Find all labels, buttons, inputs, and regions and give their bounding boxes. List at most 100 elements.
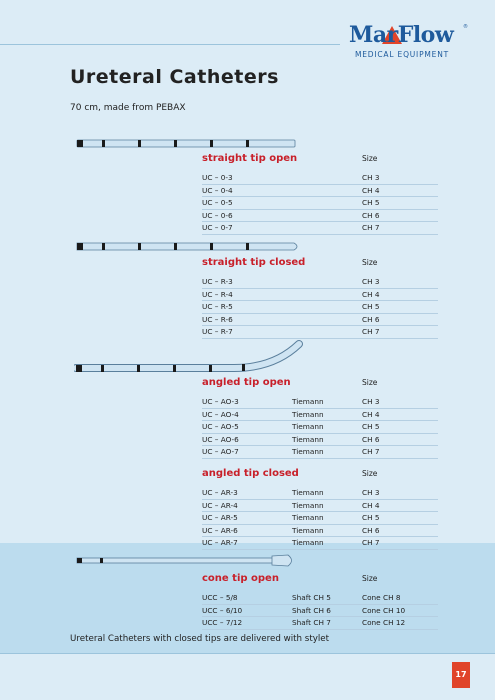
section-title: straight tip closed xyxy=(202,257,306,268)
cone-size: Cone CH 12 xyxy=(362,618,406,627)
product-code: UC – AR-7 xyxy=(202,538,238,547)
table-row: UC – R-7 CH 7 xyxy=(202,326,438,339)
product-code: UC – AO-6 xyxy=(202,434,239,444)
product-code: UC – AR-4 xyxy=(202,500,238,510)
size-value: CH 3 xyxy=(362,488,380,497)
tip-type: Tiemann xyxy=(292,500,324,510)
size-value: CH 4 xyxy=(362,500,380,510)
cone-size: Cone CH 8 xyxy=(362,593,401,602)
table-row: UC – R-6 CH 6 xyxy=(202,314,438,326)
product-code: UCC – 5/8 xyxy=(202,593,238,602)
tip-type: Tiemann xyxy=(292,434,324,444)
shaft-size: Shaft CH 6 xyxy=(292,605,331,615)
size-header: Size xyxy=(362,469,378,478)
table-row: UC – 0-5 CH 5 xyxy=(202,197,438,210)
size-header: Size xyxy=(362,378,378,387)
tip-type: Tiemann xyxy=(292,422,324,431)
product-code: UC – 0-5 xyxy=(202,198,233,207)
registered-mark: ® xyxy=(463,24,468,30)
product-code: UC – 0-3 xyxy=(202,173,233,182)
page-number: 17 xyxy=(452,662,470,688)
table-row: UC – AR-7 Tiemann CH 7 xyxy=(202,537,438,550)
table-row: UC – 0-7 CH 7 xyxy=(202,222,438,235)
footer-note: Ureteral Catheters with closed tips are … xyxy=(70,634,330,644)
straight-open-catheter-image xyxy=(76,139,296,148)
size-value: CH 6 xyxy=(362,210,380,220)
table-row: UC – AR-4 Tiemann CH 4 xyxy=(202,500,438,512)
table-row: UCC – 6/10 Shaft CH 6 Cone CH 10 xyxy=(202,605,438,617)
cone-size: Cone CH 10 xyxy=(362,605,406,615)
table-row: UC – 0-4 CH 4 xyxy=(202,185,438,197)
size-value: CH 7 xyxy=(362,223,380,232)
section-title: straight tip open xyxy=(202,153,298,164)
table-row: UC – AO-5 Tiemann CH 5 xyxy=(202,421,438,434)
size-value: CH 6 xyxy=(362,434,380,444)
section-title: angled tip closed xyxy=(202,468,299,479)
size-value: CH 5 xyxy=(362,513,380,522)
size-value: CH 3 xyxy=(362,173,380,182)
product-code: UC – R-4 xyxy=(202,289,233,299)
product-code: UC – AO-4 xyxy=(202,409,239,419)
size-value: CH 4 xyxy=(362,409,380,419)
table-row: UCC – 5/8 Shaft CH 5 Cone CH 8 xyxy=(202,592,438,605)
section-title: cone tip open xyxy=(202,573,279,584)
size-header: Size xyxy=(362,154,378,163)
angled-open-catheter-image xyxy=(74,340,303,372)
section-angled-tip-closed: angled tip closed Size UC – AR-3 Tiemann C… xyxy=(202,468,438,550)
size-value: CH 5 xyxy=(362,422,380,431)
size-header: Size xyxy=(362,258,378,267)
section-angled-tip-open: angled tip open Size UC – AO-3 Tiemann CH … xyxy=(202,377,438,459)
section-straight-tip-open: straight tip open Size UC – 0-3 CH 3 UC –… xyxy=(202,153,438,235)
table-row: UC – R-4 CH 4 xyxy=(202,289,438,301)
tip-type: Tiemann xyxy=(292,538,324,547)
size-value: CH 3 xyxy=(362,397,380,406)
table-row: UC – R-3 CH 3 xyxy=(202,276,438,289)
shaft-size: Shaft CH 7 xyxy=(292,618,331,627)
size-value: CH 7 xyxy=(362,538,380,547)
page-subtitle: 70 cm, made from PEBAX xyxy=(70,103,186,113)
size-value: CH 5 xyxy=(362,302,380,311)
tip-type: Tiemann xyxy=(292,488,324,497)
table-row: UC – AO-4 Tiemann CH 4 xyxy=(202,409,438,421)
brand-tagline: MEDICAL EQUIPMENT xyxy=(355,50,449,59)
page-title: Ureteral Catheters xyxy=(70,66,279,88)
product-code: UC – AO-3 xyxy=(202,397,239,406)
table-row: UC – AO-3 Tiemann CH 3 xyxy=(202,396,438,409)
size-value: CH 4 xyxy=(362,185,380,195)
table-row: UC – 0-6 CH 6 xyxy=(202,210,438,222)
size-header: Size xyxy=(362,574,378,583)
product-code: UCC – 7/12 xyxy=(202,618,243,627)
logo-triangle-icon xyxy=(382,26,402,44)
product-code: UC – AR-3 xyxy=(202,488,238,497)
size-value: CH 7 xyxy=(362,327,380,336)
section-title: angled tip open xyxy=(202,377,291,388)
product-code: UC – R-3 xyxy=(202,277,233,286)
size-value: CH 4 xyxy=(362,289,380,299)
size-value: CH 7 xyxy=(362,447,380,456)
table-row: UC – AR-5 Tiemann CH 5 xyxy=(202,512,438,525)
table-row: UC – AO-6 Tiemann CH 6 xyxy=(202,434,438,446)
product-code: UC – AR-6 xyxy=(202,525,238,535)
table-row: UC – AR-6 Tiemann CH 6 xyxy=(202,525,438,537)
size-value: CH 5 xyxy=(362,198,380,207)
table-row: UC – 0-3 CH 3 xyxy=(202,172,438,185)
tip-type: Tiemann xyxy=(292,397,324,406)
table-row: UC – AO-7 Tiemann CH 7 xyxy=(202,446,438,459)
product-code: UC – 0-4 xyxy=(202,185,233,195)
product-code: UC – R-6 xyxy=(202,314,233,324)
cone-tip-catheter-image xyxy=(76,554,292,567)
product-code: UC – 0-6 xyxy=(202,210,233,220)
product-code: UCC – 6/10 xyxy=(202,605,243,615)
product-code: UC – AO-5 xyxy=(202,422,239,431)
product-code: UC – R-7 xyxy=(202,327,233,336)
product-code: UC – 0-7 xyxy=(202,223,233,232)
footer-rule xyxy=(0,653,495,654)
table-row: UC – AR-3 Tiemann CH 3 xyxy=(202,487,438,500)
tip-type: Tiemann xyxy=(292,525,324,535)
section-cone-tip-open: cone tip open Size UCC – 5/8 Shaft CH 5 Co… xyxy=(202,573,438,630)
product-code: UC – AO-7 xyxy=(202,447,239,456)
tip-type: Tiemann xyxy=(292,447,324,456)
size-value: CH 6 xyxy=(362,314,380,324)
product-code: UC – R-5 xyxy=(202,302,233,311)
